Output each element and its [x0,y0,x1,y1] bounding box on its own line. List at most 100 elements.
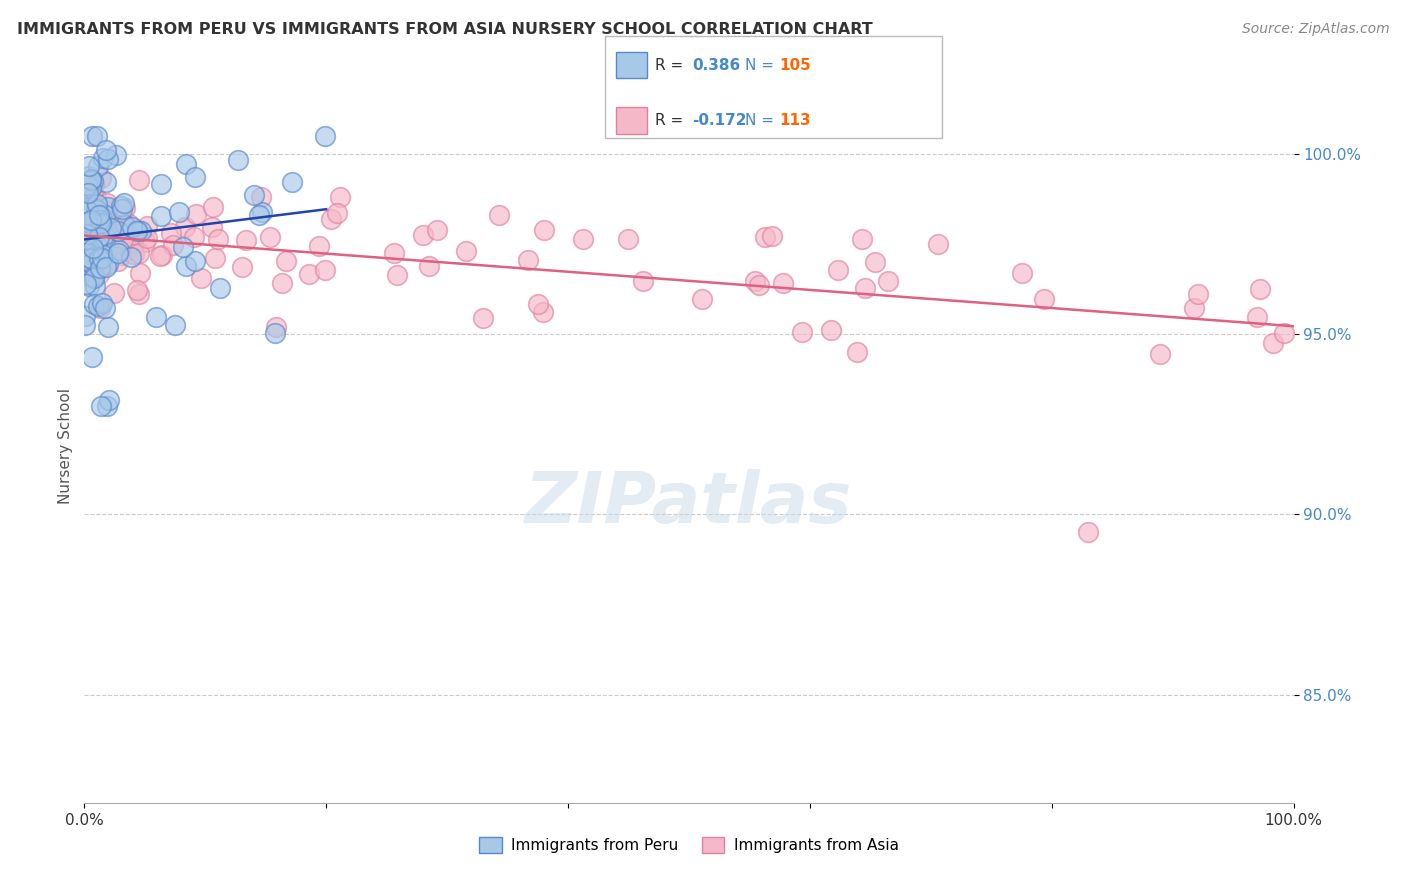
Point [150,177,173,191]
Point [1182,301,1205,315]
Point [87,205,110,219]
Point [527,297,550,311]
Point [471,311,494,326]
Point [121,219,143,234]
Point [927,237,949,252]
Point [204,251,226,265]
Point [86,203,108,218]
Point [128,172,150,186]
Point [201,200,224,214]
Point [110,199,132,213]
Point [820,323,842,337]
Point [114,201,136,215]
Point [209,281,232,295]
Point [89,212,111,227]
Point [235,233,257,247]
Point [754,230,776,244]
Point [174,259,197,273]
Point [83,223,105,237]
Point [107,223,129,237]
Point [131,223,153,237]
Point [772,277,794,291]
Point [83,297,105,311]
Point [86,299,108,313]
Point [1263,335,1285,350]
Point [79,160,101,174]
Point [76,202,98,217]
Point [136,219,159,234]
Point [89,301,111,315]
Point [73,318,96,332]
Point [75,201,97,215]
Point [329,190,352,204]
Point [83,249,105,263]
Point [103,286,125,301]
Point [792,326,814,340]
Point [207,232,229,246]
Point [83,259,105,273]
Point [167,204,190,219]
Point [107,254,129,268]
Point [280,175,302,189]
Point [94,235,117,250]
Point [201,220,224,235]
Point [83,271,105,285]
Point [84,230,107,244]
Point [145,310,167,325]
Point [418,260,440,274]
Point [174,220,197,235]
Point [112,232,135,246]
Point [80,129,103,144]
Point [190,271,212,285]
Point [124,228,146,243]
Point [76,215,98,229]
Point [94,143,117,157]
Point [97,257,120,271]
Point [91,218,114,232]
Point [298,267,321,281]
Point [90,209,112,223]
Point [91,251,114,265]
Point [259,230,281,244]
Point [274,254,297,268]
Point [162,238,184,252]
Point [112,195,135,210]
Text: N =: N = [745,113,779,128]
Point [149,249,172,263]
Point [1187,287,1209,301]
Point [87,251,110,265]
Point [89,241,111,255]
Point [314,129,336,144]
Point [80,171,103,186]
Point [77,178,100,193]
Point [851,232,873,246]
Point [242,187,264,202]
Point [93,202,115,217]
Point [89,241,111,255]
Point [87,159,110,173]
Point [827,262,849,277]
Point [321,211,343,226]
Point [488,208,510,222]
Text: Source: ZipAtlas.com: Source: ZipAtlas.com [1241,22,1389,37]
Point [183,230,205,244]
Point [748,277,770,292]
Point [82,227,104,242]
Point [125,223,148,237]
Point [184,254,207,268]
Point [83,226,105,240]
Point [90,295,112,310]
Point [80,212,103,227]
Point [76,223,98,237]
Point [226,153,249,168]
Point [91,260,114,274]
Point [120,250,142,264]
Point [83,246,105,260]
Point [1272,326,1295,341]
Point [264,319,287,334]
Point [90,203,112,218]
Point [91,247,114,261]
Text: -0.172: -0.172 [692,113,747,128]
Point [77,169,100,183]
Point [80,350,103,364]
